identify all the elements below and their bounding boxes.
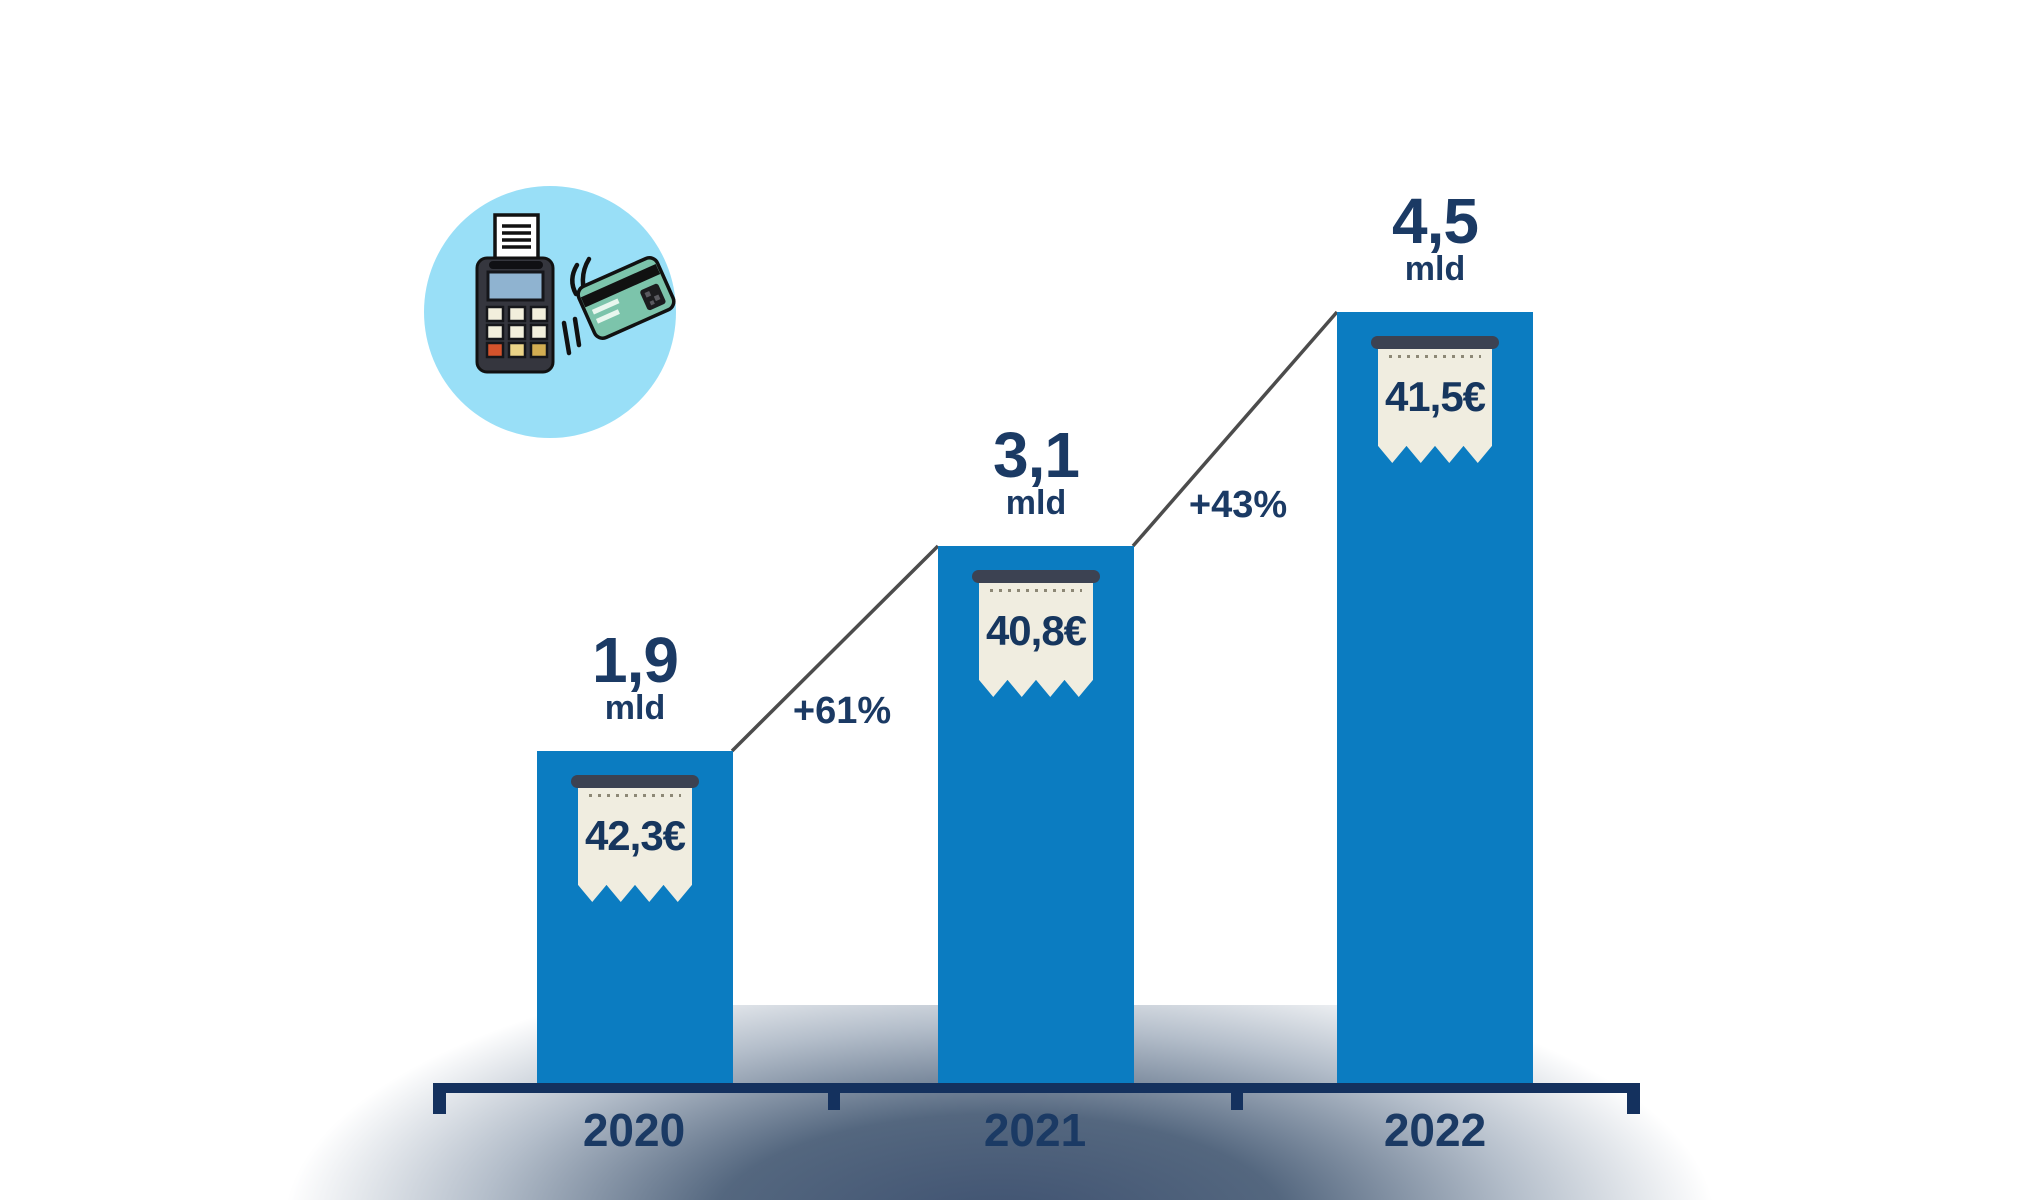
connector-2020-2021 bbox=[730, 544, 940, 753]
bar-value-2020: 1,9 mld bbox=[537, 624, 733, 727]
receipt-holder bbox=[1371, 336, 1499, 349]
growth-label-2020-2021: +61% bbox=[792, 690, 892, 732]
bar-2021: 40,8€ bbox=[938, 546, 1134, 1090]
receipt-value-label: 41,5€ bbox=[1384, 373, 1486, 420]
receipt-paper: 40,8€ bbox=[979, 575, 1093, 697]
bar-2022: 41,5€ bbox=[1337, 312, 1533, 1090]
receipt-paper: 42,3€ bbox=[578, 780, 692, 902]
icon-motion-lines bbox=[561, 316, 582, 356]
receipt-value-label: 42,3€ bbox=[584, 812, 686, 859]
bar-value-unit: mld bbox=[1005, 484, 1067, 522]
bar-2020: 42,3€ bbox=[537, 751, 733, 1090]
connector-2021-2022 bbox=[1131, 310, 1339, 548]
receipt-holder bbox=[571, 775, 699, 788]
bar-value-2022: 4,5 mld bbox=[1337, 185, 1533, 288]
axis-tick-2 bbox=[1231, 1083, 1243, 1110]
receipt-value-label: 40,8€ bbox=[985, 607, 1087, 654]
x-axis-label-2020: 2020 bbox=[582, 1104, 686, 1156]
receipt-paper: 41,5€ bbox=[1378, 341, 1492, 463]
receipt-perforation-dots bbox=[990, 589, 1082, 592]
icon-bank-card bbox=[576, 256, 676, 340]
contactless-payment-pos-terminal-icon bbox=[424, 186, 676, 438]
x-axis bbox=[433, 1083, 1640, 1114]
icon-keypad bbox=[485, 305, 549, 359]
growth-label-2021-2022: +43% bbox=[1188, 484, 1288, 526]
bar-value-number: 4,5 bbox=[1392, 185, 1479, 257]
receipt-holder bbox=[972, 570, 1100, 583]
x-axis-label-2021: 2021 bbox=[983, 1104, 1087, 1156]
axis-endcap-left bbox=[433, 1083, 446, 1114]
bar-value-unit: mld bbox=[604, 689, 666, 727]
bar-value-number: 1,9 bbox=[592, 624, 679, 696]
receipt-perforation-dots bbox=[589, 794, 681, 797]
receipt-perforation-dots bbox=[1389, 355, 1481, 358]
receipt-2020: 42,3€ bbox=[571, 775, 699, 907]
bar-value-unit: mld bbox=[1404, 250, 1466, 288]
icon-pos-terminal bbox=[475, 256, 555, 374]
axis-endcap-right bbox=[1627, 1083, 1640, 1114]
axis-tick-1 bbox=[828, 1083, 840, 1110]
bar-value-2021: 3,1 mld bbox=[938, 419, 1134, 522]
receipt-2021: 40,8€ bbox=[972, 570, 1100, 702]
x-axis-label-2022: 2022 bbox=[1383, 1104, 1487, 1156]
receipt-2022: 41,5€ bbox=[1371, 336, 1499, 468]
bar-value-number: 3,1 bbox=[993, 419, 1080, 491]
